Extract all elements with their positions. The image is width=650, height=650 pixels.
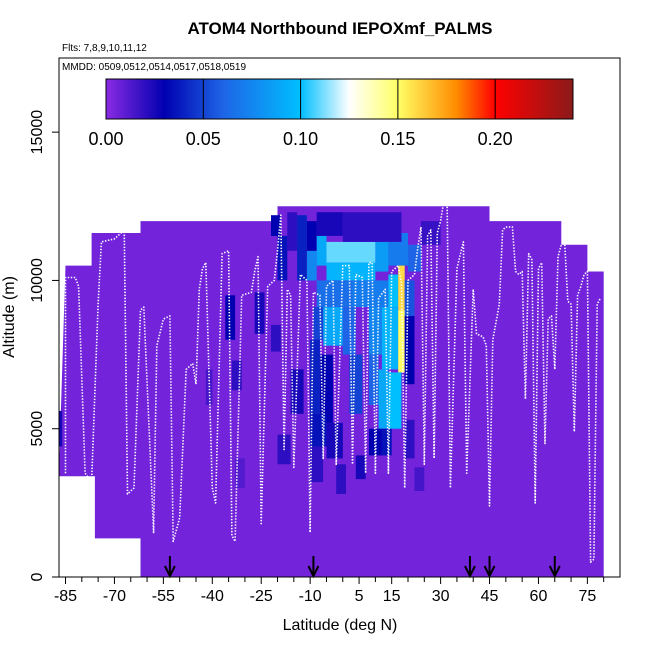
heatmap-cell (336, 464, 346, 494)
heatmap-cell (404, 280, 415, 316)
arrow-markers (164, 556, 561, 579)
heatmap-cell (349, 354, 363, 414)
colorbar-tick-label: 0.00 (88, 129, 123, 149)
y-axis-label: Altitude (m) (1, 276, 18, 358)
heatmap-cell (306, 250, 317, 281)
arrow-head (164, 565, 176, 579)
chart-title: ATOM4 Northbound IEPOXmf_PALMS (187, 19, 492, 38)
heatmap-cell (290, 369, 304, 414)
heatmap-cell (388, 274, 399, 308)
heatmap-layer (59, 206, 604, 577)
heatmap-cell (368, 307, 382, 355)
dates-text: MMDD: 0509,0512,0514,0517,0518,0519 (62, 62, 246, 73)
plot-area (58, 57, 621, 579)
heatmap-cell (326, 262, 376, 281)
heatmap-cell (59, 410, 63, 447)
flight-tracks (64, 199, 602, 563)
heatmap-cell (408, 244, 421, 272)
colorbar-tick-label: 0.05 (186, 129, 221, 149)
heatmap-cell (316, 280, 353, 308)
heatmap-cell (326, 241, 376, 263)
heatmap-cell (254, 292, 265, 334)
heatmap-cell (287, 212, 298, 251)
heatmap-cell (326, 422, 343, 459)
heatmap-cell (375, 241, 389, 272)
x-tick-label: -40 (201, 588, 224, 605)
heatmap-cell (398, 310, 405, 373)
heatmap-cell (414, 467, 425, 491)
colorbar-tick-label: 0.15 (380, 129, 415, 149)
x-tick-label: -10 (299, 588, 322, 605)
heatmap-cell (316, 235, 327, 266)
heatmap-cell (355, 455, 366, 480)
y-tick-label: 15000 (29, 110, 46, 155)
heatmap-cell (378, 369, 389, 429)
x-tick-label: 30 (432, 588, 450, 605)
heatmap-cell (271, 215, 281, 236)
colorbar: 0.00 0.05 0.10 0.15 0.20 (88, 78, 574, 149)
flight-track (64, 199, 602, 563)
x-axis-label: Latitude (deg N) (283, 617, 398, 634)
plot-frame (58, 57, 621, 578)
x-tick-label: 60 (530, 588, 548, 605)
heatmap-cell (316, 212, 343, 236)
x-tick-label: 75 (578, 588, 596, 605)
heatmap-cell (306, 221, 317, 251)
heatmap-cell (404, 419, 415, 459)
heatmap-cell (368, 354, 379, 405)
arrow-head (307, 565, 320, 579)
heatmap-cell (381, 428, 392, 456)
heatmap-cell (319, 354, 333, 423)
x-tick-label: 15 (383, 588, 401, 605)
heatmap-cell (404, 316, 415, 385)
flights-text: Flts: 7,8,9,10,11,12 (62, 43, 147, 54)
heatmap-cell (313, 307, 324, 340)
x-axis: -85 -70 -55 -40 -25 -10 5 15 30 45 60 75 (54, 577, 605, 605)
colorbar-ticks: 0.00 0.05 0.10 0.15 0.20 (88, 79, 513, 149)
colorbar-tick-label: 0.20 (478, 129, 513, 149)
heatmap-cell (277, 235, 288, 281)
x-tick-label: 5 (355, 588, 364, 605)
y-axis: 0 5000 10000 15000 (29, 110, 59, 581)
x-tick-label: 45 (481, 588, 499, 605)
heatmap-cell (310, 339, 320, 414)
heatmap-cell (342, 212, 402, 242)
heatmap-cell (235, 458, 245, 489)
colorbar-tick-label: 0.10 (283, 129, 318, 149)
x-tick-label: -55 (152, 588, 175, 605)
heatmap-cell (271, 324, 281, 352)
heatmap-cell (352, 280, 389, 308)
heatmap-cell (225, 295, 236, 340)
y-tick-label: 5000 (29, 411, 46, 447)
x-tick-label: -70 (103, 588, 126, 605)
heatmap-cell (388, 372, 402, 429)
arrow-head (464, 565, 476, 579)
heatmap-cell (323, 307, 343, 346)
y-tick-label: 0 (29, 572, 46, 581)
colorbar-gradient (105, 78, 574, 120)
heatmap-cell (368, 428, 382, 456)
arrow-head (548, 565, 561, 579)
heatmap-cell (310, 446, 324, 483)
heatmap-cell (297, 215, 307, 281)
x-tick-label: -25 (250, 588, 273, 605)
x-tick-label: -85 (54, 588, 77, 605)
arrow-head (483, 565, 496, 579)
heatmap-cell (231, 360, 242, 391)
y-tick-label: 10000 (29, 258, 46, 303)
heatmap-cell (342, 307, 356, 355)
